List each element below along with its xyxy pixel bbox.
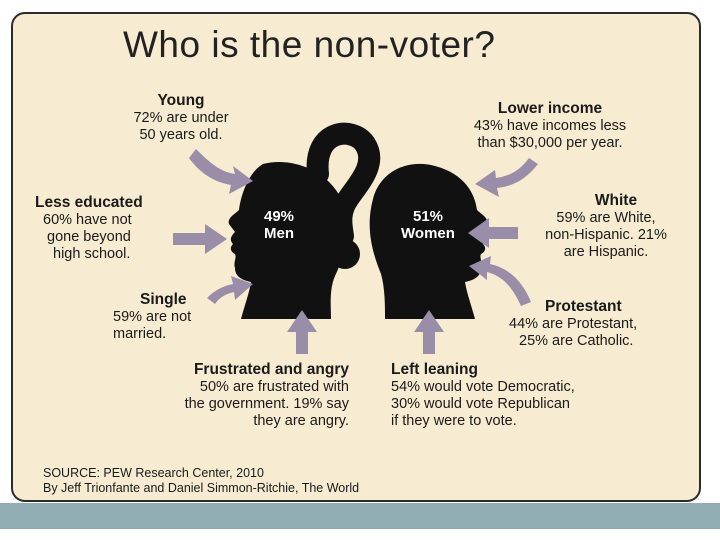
men-silhouette-icon bbox=[228, 161, 348, 319]
men-label: 49% Men bbox=[251, 208, 307, 242]
factor-line: gone beyond bbox=[47, 229, 131, 245]
factor-heading: Single bbox=[140, 291, 187, 308]
factor-line: 50% are frustrated with bbox=[199, 379, 349, 395]
factor-lower-income: Lower income 43% have incomes less than … bbox=[441, 100, 659, 152]
arrow-less-educated-icon bbox=[173, 224, 227, 254]
factor-single: Single 59% are not married. bbox=[113, 291, 223, 343]
factor-line: 50 years old. bbox=[139, 127, 223, 143]
factor-heading: Less educated bbox=[35, 194, 143, 211]
arrow-single-icon bbox=[207, 276, 253, 304]
factor-line: 30% would vote Republican bbox=[391, 396, 570, 412]
factor-line: 72% are under bbox=[133, 110, 229, 126]
factor-line: 59% are not bbox=[113, 309, 192, 325]
factor-less-educated: Less educated 60% have not gone beyond h… bbox=[35, 194, 185, 263]
infographic-panel: Who is the non-voter? 49% Men 51% bbox=[11, 12, 701, 502]
factor-protestant: Protestant 44% are Protestant, 25% are C… bbox=[509, 298, 689, 350]
women-percent: 51% bbox=[412, 208, 444, 225]
infographic-title: Who is the non-voter? bbox=[123, 24, 496, 65]
factor-line: 25% are Catholic. bbox=[519, 333, 634, 349]
arrow-frustrated-icon bbox=[287, 310, 317, 354]
factor-line: are Hispanic. bbox=[563, 244, 649, 260]
women-silhouette-icon bbox=[369, 163, 488, 319]
men-text: Men bbox=[264, 225, 294, 242]
factor-line: non-Hispanic. 21% bbox=[545, 227, 667, 243]
factor-heading: Young bbox=[157, 92, 205, 109]
factor-heading: White bbox=[594, 192, 638, 209]
slide-footer-bar bbox=[0, 503, 720, 529]
factor-heading: Frustrated and angry bbox=[193, 361, 349, 378]
factor-line: married. bbox=[113, 326, 167, 342]
factor-line: if they were to vote. bbox=[391, 413, 517, 429]
women-text: Women bbox=[401, 225, 455, 242]
arrow-white-icon bbox=[468, 218, 518, 248]
factor-left-leaning: Left leaning 54% would vote Democratic, … bbox=[391, 361, 641, 430]
factor-white: White 59% are White, non-Hispanic. 21% a… bbox=[521, 192, 691, 261]
factor-line: 59% are White, bbox=[556, 210, 656, 226]
arrow-left-leaning-icon bbox=[414, 310, 444, 354]
arrow-young-icon bbox=[189, 149, 253, 194]
factor-young: Young 72% are under 50 years old. bbox=[111, 92, 251, 144]
factor-line: they are angry. bbox=[253, 413, 349, 429]
factor-line: 54% would vote Democratic, bbox=[391, 379, 575, 395]
factor-heading: Left leaning bbox=[391, 361, 478, 378]
arrow-lower-income-icon bbox=[475, 158, 538, 197]
women-label: 51% Women bbox=[393, 208, 463, 242]
arrow-protestant-icon bbox=[469, 256, 531, 306]
men-percent: 49% bbox=[263, 208, 295, 225]
factor-heading: Lower income bbox=[497, 100, 603, 117]
factor-frustrated: Frustrated and angry 50% are frustrated … bbox=[121, 361, 349, 430]
factor-line: high school. bbox=[53, 246, 131, 262]
infographic-artwork bbox=[173, 122, 538, 354]
byline: By Jeff Trionfante and Daniel Simmon-Rit… bbox=[43, 481, 360, 495]
factor-heading: Protestant bbox=[545, 298, 622, 315]
factor-line: 44% are Protestant, bbox=[509, 316, 638, 332]
factor-line: 60% have not bbox=[43, 212, 132, 228]
factor-line: than $30,000 per year. bbox=[477, 135, 623, 151]
source-credit: SOURCE: PEW Research Center, 2010 By Jef… bbox=[43, 466, 359, 496]
factor-line: 43% have incomes less bbox=[473, 118, 627, 134]
source-line: SOURCE: PEW Research Center, 2010 bbox=[43, 466, 264, 480]
factor-line: the government. 19% say bbox=[184, 396, 349, 412]
